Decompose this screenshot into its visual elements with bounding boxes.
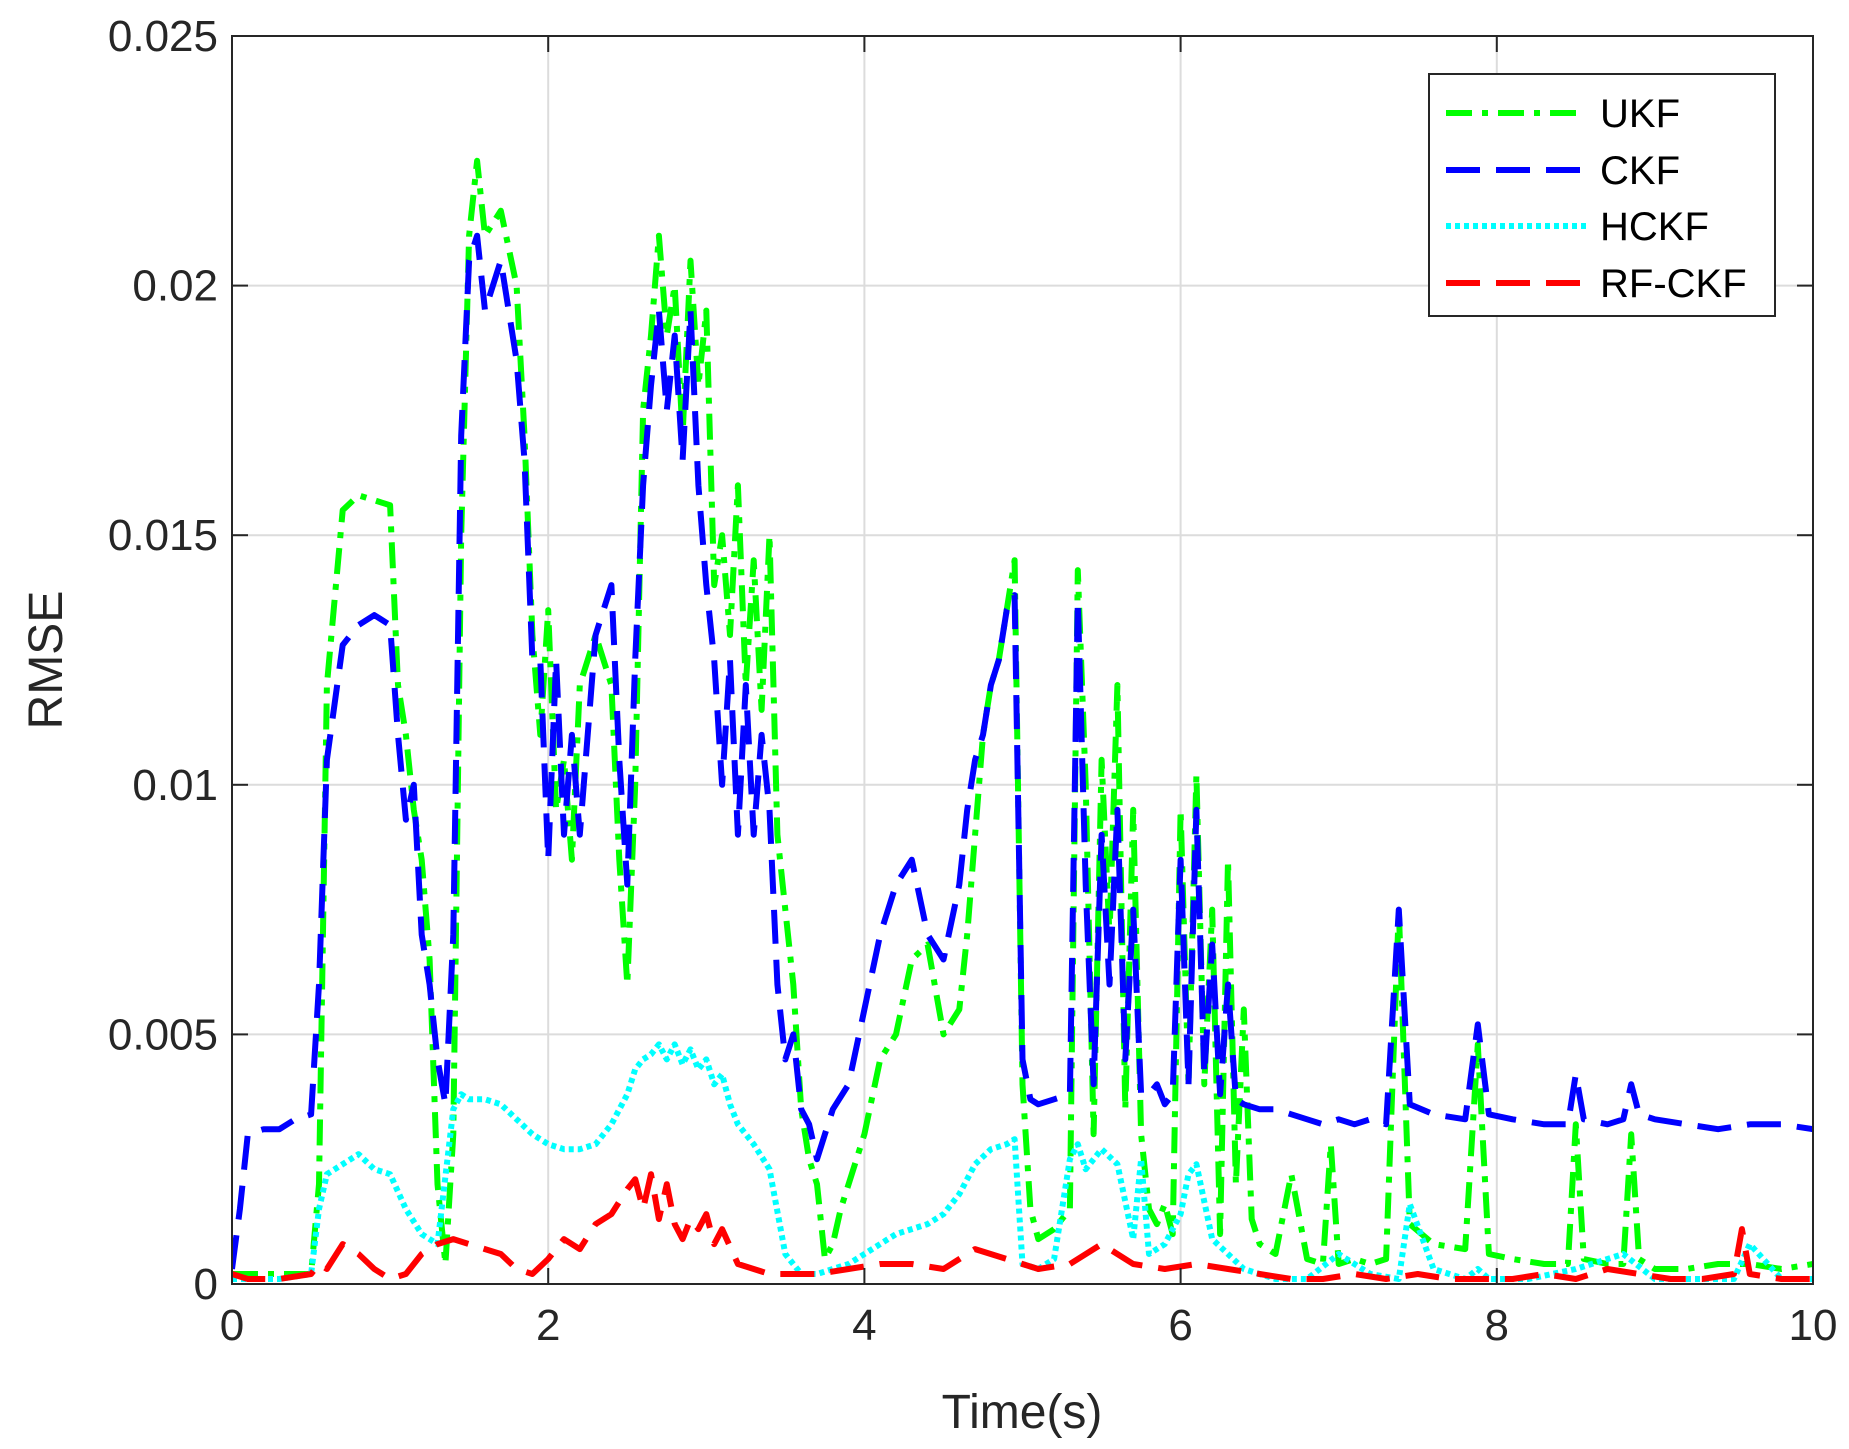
y-tick-label-0-02: 0.02 <box>132 262 218 311</box>
y-tick-label-0: 0 <box>194 1260 218 1309</box>
x-tick-label-0: 0 <box>220 1301 244 1350</box>
x-axis-label: Time(s) <box>942 1386 1103 1439</box>
y-tick-label-0-025: 0.025 <box>108 12 218 61</box>
legend-label-ukf: UKF <box>1600 92 1680 136</box>
series-layer <box>232 157 1813 1282</box>
axis-ticks <box>231 35 1814 1285</box>
x-tick-label-4: 4 <box>852 1301 876 1350</box>
y-tick-label-0-015: 0.015 <box>108 511 218 560</box>
series-line-ckf <box>232 232 1813 1270</box>
x-tick-label-6: 6 <box>1168 1301 1192 1350</box>
legend-label-ckf: CKF <box>1600 149 1680 193</box>
x-tick-labels: 0 2 4 6 8 10 <box>220 1301 1838 1350</box>
y-tick-label-0-01: 0.01 <box>132 761 218 810</box>
x-tick-label-2: 2 <box>536 1301 560 1350</box>
y-tick-label-0-005: 0.005 <box>108 1010 218 1059</box>
legend-label-rf-ckf: RF-CKF <box>1600 262 1747 306</box>
legend-label-hckf: HCKF <box>1600 205 1709 249</box>
legend: UKF CKF HCKF RF-CKF <box>1428 73 1776 317</box>
y-axis-label: RMSE <box>20 591 73 730</box>
series-line-ukf <box>232 157 1813 1277</box>
series-line-rf-ckf <box>232 1171 1813 1282</box>
x-tick-label-8: 8 <box>1485 1301 1509 1350</box>
plot-area-border <box>231 35 1814 1285</box>
x-tick-label-10: 10 <box>1789 1301 1838 1350</box>
y-tick-labels: 0 0.005 0.01 0.015 0.02 0.025 <box>108 12 218 1309</box>
